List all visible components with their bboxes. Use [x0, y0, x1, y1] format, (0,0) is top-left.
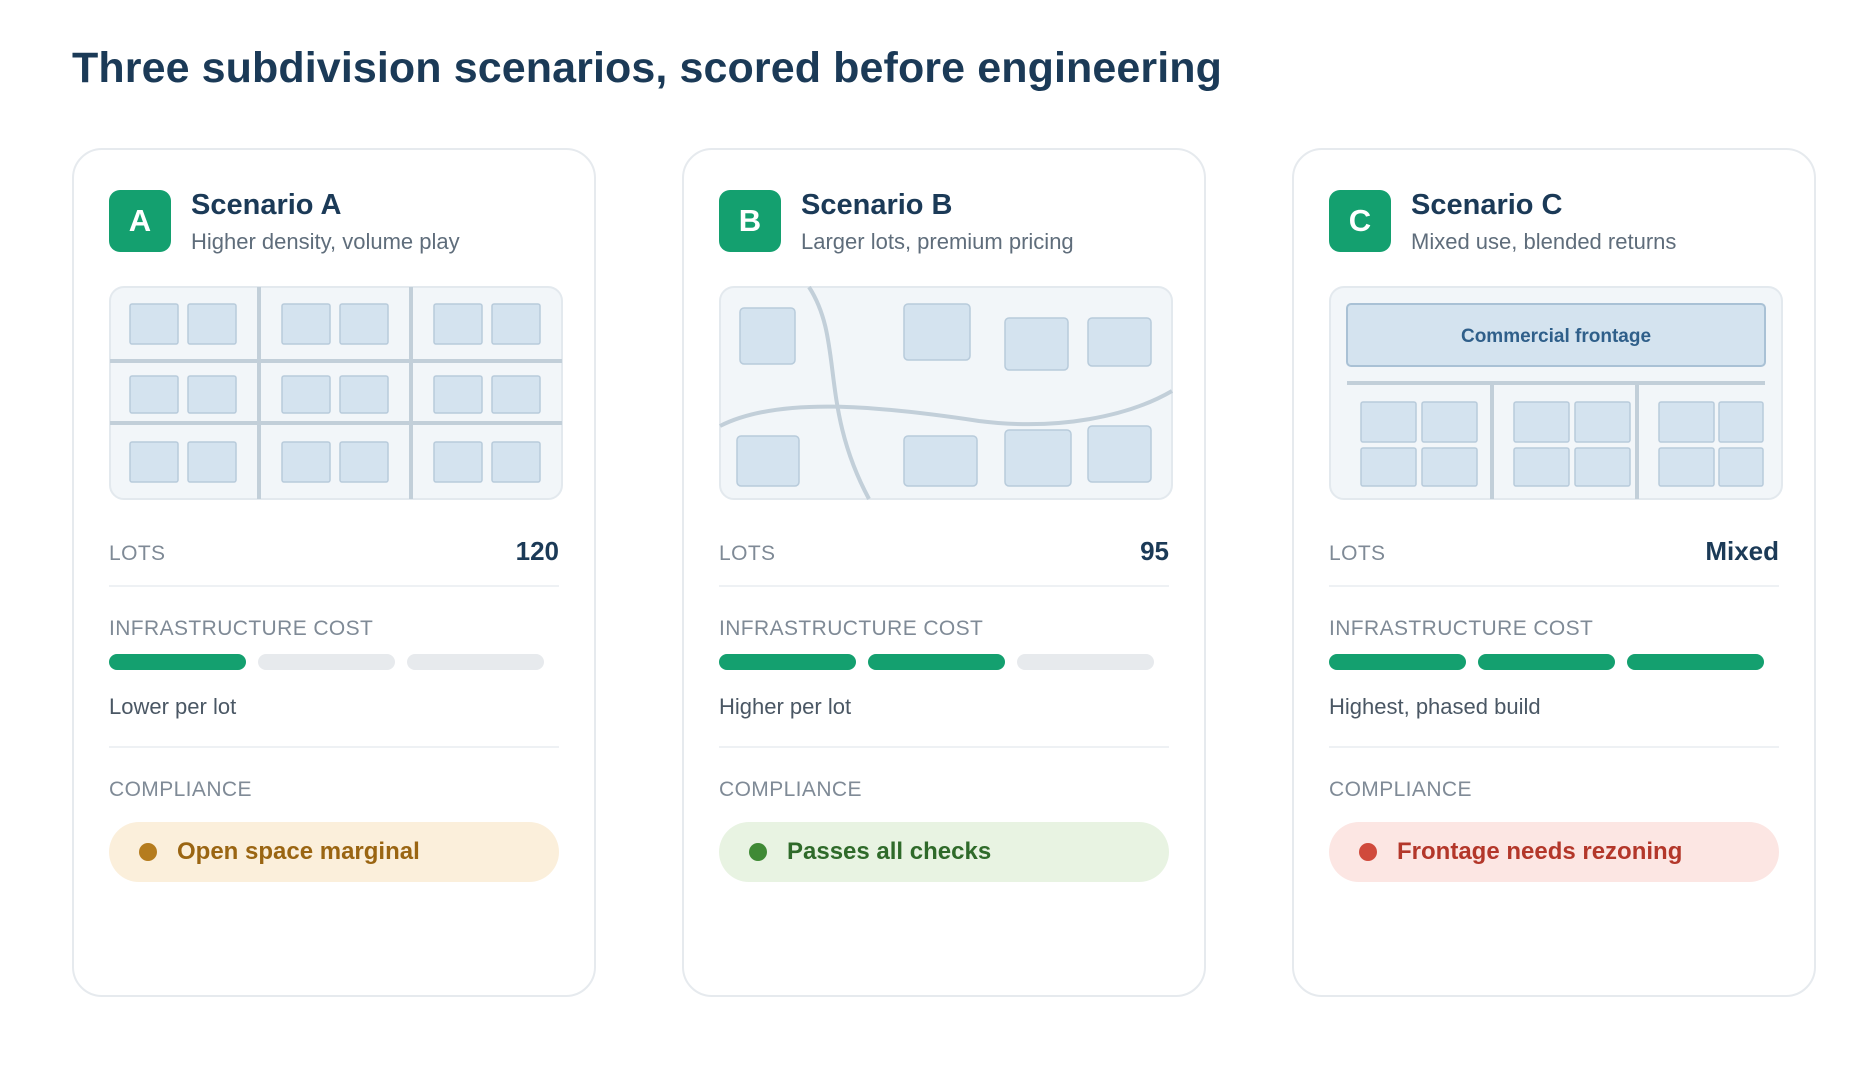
cost-bar-segment: [258, 654, 395, 670]
card-header-text: Scenario C Mixed use, blended returns: [1411, 188, 1676, 255]
scenario-subtitle: Larger lots, premium pricing: [801, 229, 1074, 254]
compliance-label: COMPLIANCE: [1329, 778, 1472, 801]
grid-subdivision-map-icon: [109, 286, 563, 500]
curvilinear-subdivision-map-icon: [719, 286, 1173, 500]
commercial-frontage-label: Commercial frontage: [1461, 326, 1651, 347]
cost-bar-segment: [868, 654, 1005, 670]
cost-note: Highest, phased build: [1329, 694, 1541, 719]
compliance-text: Frontage needs rezoning: [1397, 838, 1683, 865]
lots-label: LOTS: [719, 542, 776, 565]
scenario-badge: C: [1329, 190, 1391, 252]
cost-bar-segment: [719, 654, 856, 670]
compliance-status-badge: Frontage needs rezoning: [1329, 822, 1779, 882]
lots-label: LOTS: [109, 542, 166, 565]
compliance-section: COMPLIANCE Open space marginal: [109, 748, 559, 882]
scenario-cards: A Scenario A Higher density, volume play: [72, 148, 1816, 997]
cost-bar-segment: [1329, 654, 1466, 670]
card-header: A Scenario A Higher density, volume play: [109, 188, 559, 286]
card-header: C Scenario C Mixed use, blended returns: [1329, 188, 1779, 286]
warning-dot-icon: [139, 843, 157, 861]
lots-value: 95: [1140, 536, 1169, 566]
compliance-label: COMPLIANCE: [719, 778, 862, 801]
scenario-name: Scenario C: [1411, 189, 1563, 221]
cost-bar-segment: [407, 654, 544, 670]
infrastructure-cost-section: INFRASTRUCTURE COST Highest, phased buil…: [1329, 587, 1779, 748]
page-title: Three subdivision scenarios, scored befo…: [72, 44, 1223, 92]
lots-row: LOTS Mixed: [1329, 536, 1779, 587]
infrastructure-cost-meter: [109, 654, 559, 670]
scenario-name: Scenario B: [801, 189, 953, 221]
scenario-name: Scenario A: [191, 189, 342, 221]
lots-label: LOTS: [1329, 542, 1386, 565]
infrastructure-cost-label: INFRASTRUCTURE COST: [109, 617, 374, 640]
cost-note: Higher per lot: [719, 694, 852, 719]
scenario-card-b[interactable]: B Scenario B Larger lots, premium pricin…: [682, 148, 1206, 997]
compliance-text: Open space marginal: [177, 838, 420, 865]
scenario-badge: A: [109, 190, 171, 252]
scenario-subtitle: Mixed use, blended returns: [1411, 229, 1677, 254]
lots-value: 120: [515, 536, 559, 566]
cost-bar-segment: [109, 654, 246, 670]
lots-row: LOTS 120: [109, 536, 559, 587]
compliance-section: COMPLIANCE Passes all checks: [719, 748, 1169, 882]
fail-dot-icon: [1359, 843, 1377, 861]
card-header-text: Scenario B Larger lots, premium pricing: [801, 188, 1074, 255]
infrastructure-cost-section: INFRASTRUCTURE COST Lower per lot: [109, 587, 559, 748]
scenario-card-a[interactable]: A Scenario A Higher density, volume play: [72, 148, 596, 997]
scenario-badge: B: [719, 190, 781, 252]
lots-value: Mixed: [1705, 536, 1779, 566]
cost-bar-segment: [1478, 654, 1615, 670]
infrastructure-cost-meter: [719, 654, 1169, 670]
card-header: B Scenario B Larger lots, premium pricin…: [719, 188, 1169, 286]
cost-bar-segment: [1627, 654, 1764, 670]
compliance-text: Passes all checks: [787, 838, 992, 865]
ok-dot-icon: [749, 843, 767, 861]
lots-row: LOTS 95: [719, 536, 1169, 587]
infrastructure-cost-meter: [1329, 654, 1779, 670]
cost-note: Lower per lot: [109, 694, 237, 719]
compliance-status-badge: Open space marginal: [109, 822, 559, 882]
cost-bar-segment: [1017, 654, 1154, 670]
infrastructure-cost-label: INFRASTRUCTURE COST: [719, 617, 984, 640]
compliance-label: COMPLIANCE: [109, 778, 252, 801]
mixed-use-subdivision-map-icon: Commercial frontage: [1329, 286, 1783, 500]
compliance-section: COMPLIANCE Frontage needs rezoning: [1329, 748, 1779, 882]
scenario-subtitle: Higher density, volume play: [191, 229, 460, 254]
compliance-status-badge: Passes all checks: [719, 822, 1169, 882]
infrastructure-cost-label: INFRASTRUCTURE COST: [1329, 617, 1594, 640]
scenario-card-c[interactable]: C Scenario C Mixed use, blended returns …: [1292, 148, 1816, 997]
infrastructure-cost-section: INFRASTRUCTURE COST Higher per lot: [719, 587, 1169, 748]
card-header-text: Scenario A Higher density, volume play: [191, 188, 460, 255]
